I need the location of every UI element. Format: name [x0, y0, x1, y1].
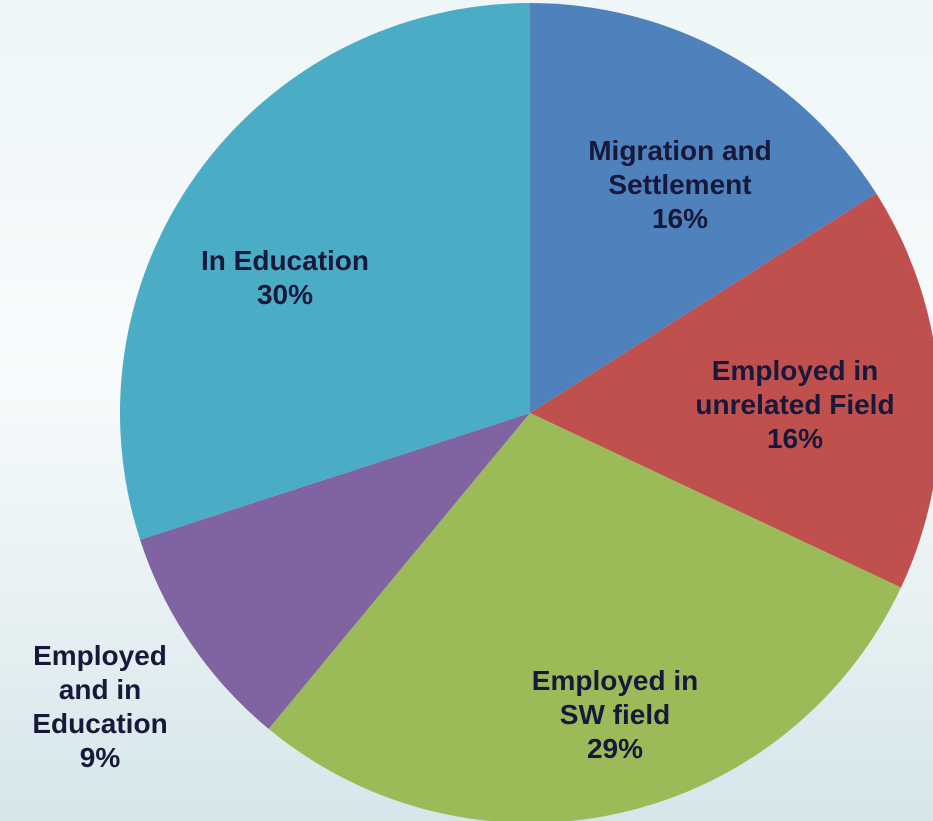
- slice-label-line: unrelated Field: [695, 389, 894, 420]
- slice-label: In Education: [201, 245, 369, 276]
- slice-label-line: Education: [32, 708, 167, 739]
- slice-label-line: In Education: [201, 245, 369, 276]
- slice-value-label: 30%: [257, 279, 313, 310]
- slice-value-label: 29%: [587, 733, 643, 764]
- chart: Migration andSettlement16%Employed inunr…: [0, 0, 933, 821]
- slice-label-line: Employed in: [712, 355, 878, 386]
- slice-label-line: Migration and: [588, 135, 772, 166]
- slice-label-line: Employed: [33, 640, 167, 671]
- slice-value-label: 16%: [767, 423, 823, 454]
- slice-value-label: 16%: [652, 203, 708, 234]
- slice-label-line: SW field: [560, 699, 670, 730]
- slice-label-line: Settlement: [608, 169, 751, 200]
- page: {"chart_data": {"type": "pie", "categori…: [0, 0, 933, 821]
- slice-label-line: Employed in: [532, 665, 698, 696]
- slice-label-line: and in: [59, 674, 141, 705]
- slice-value-label: 9%: [80, 742, 121, 773]
